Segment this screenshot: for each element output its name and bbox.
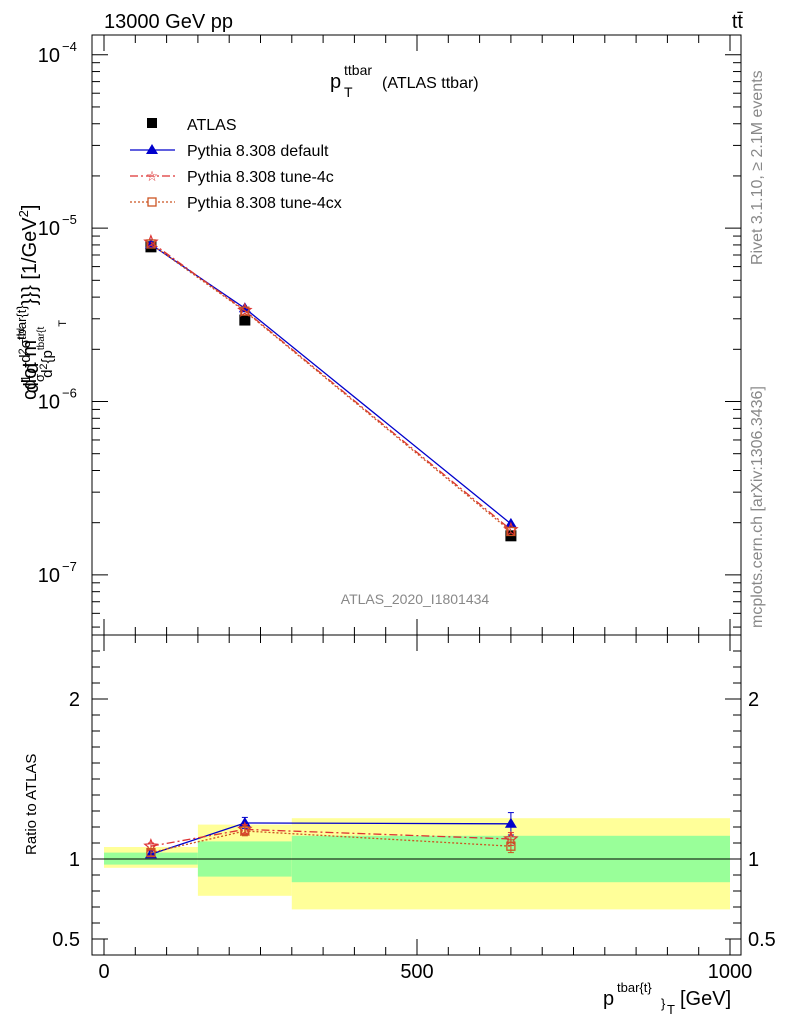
ratio-uncertainty-bands xyxy=(104,818,730,910)
svg-text:tbar{t}: tbar{t} xyxy=(617,980,652,995)
ratio-y-tick-label-right: 2 xyxy=(748,689,759,711)
header-process: 13000 GeV pp xyxy=(104,11,233,33)
x-tick-label: 500 xyxy=(400,961,433,983)
ratio-point-0-2 xyxy=(504,817,517,828)
main-series-line-2 xyxy=(150,241,512,531)
ratio-panel: 0.5 0.5 1 1 2 2 0 500 1000 xyxy=(52,635,776,983)
main-y-tick-exponent: −6 xyxy=(62,386,77,401)
svg-text:}: } xyxy=(661,996,666,1011)
ratio-y-tick-label-right: 0.5 xyxy=(748,929,776,951)
main-y-tick-exponent: −5 xyxy=(62,212,77,227)
ratio-y-tick-label: 0.5 xyxy=(52,929,80,951)
analysis-id-watermark: ATLAS_2020_I1801434 xyxy=(341,591,490,607)
rivet-version-label: Rivet 3.1.10, ≥ 2.1M events xyxy=(749,70,766,265)
plot-title: p ttbar T (ATLAS ttbar) xyxy=(330,62,479,100)
ratio-y-axis-label: Ratio to ATLAS xyxy=(23,754,40,855)
legend-item-pythia-tune-4cx: Pythia 8.308 tune-4cx xyxy=(130,195,342,212)
main-y-tick-label: 10 xyxy=(38,565,60,587)
main-y-axis-label: d1σdd2σttdd2{ptbar{tTcdot mtbar{t}}}} [1… xyxy=(14,205,69,400)
svg-text:Pythia 8.308 default: Pythia 8.308 default xyxy=(187,143,329,160)
main-point-3-2 xyxy=(506,526,516,537)
main-point-3-1 xyxy=(240,306,250,316)
legend: ATLAS Pythia 8.308 default ☆ Pythia 8.30… xyxy=(130,117,342,212)
main-y-tick-label: 10 xyxy=(38,218,60,240)
main-point-3-0 xyxy=(146,239,156,249)
main-y-tick-exponent: −7 xyxy=(62,559,77,574)
x-axis-label: p tbar{t} } T [GeV] xyxy=(603,980,731,1017)
ratio-y-tick-label-right: 1 xyxy=(748,849,759,871)
main-point-0-1 xyxy=(239,314,251,326)
svg-text:ATLAS: ATLAS xyxy=(187,117,237,134)
svg-text:[GeV]: [GeV] xyxy=(680,988,731,1010)
svg-text:p: p xyxy=(603,988,614,1010)
main-series-line-1 xyxy=(150,243,512,525)
x-tick-label: 1000 xyxy=(708,961,753,983)
ratio-frame xyxy=(91,634,742,956)
svg-text:p: p xyxy=(330,71,341,93)
main-panel: 10−410−510−610−7 xyxy=(38,35,741,635)
main-point-2-2 xyxy=(503,521,519,537)
legend-item-atlas: ATLAS xyxy=(147,117,237,134)
svg-text:Pythia 8.308 tune-4cx: Pythia 8.308 tune-4cx xyxy=(187,195,342,212)
main-series-line-3 xyxy=(150,243,512,532)
legend-item-pythia-tune-4c: ☆ Pythia 8.308 tune-4c xyxy=(130,169,334,186)
svg-text:d1σdd2σttdd2{ptbar{tTcdot mtba: d1σdd2σttdd2{ptbar{tTcdot mtbar{t}}}} [1… xyxy=(14,205,69,400)
legend-item-pythia-default: Pythia 8.308 default xyxy=(130,143,329,160)
ratio-point-2-1 xyxy=(240,826,250,836)
main-y-tick-exponent: −4 xyxy=(62,39,77,54)
main-y-tick-label: 10 xyxy=(38,392,60,414)
main-y-tick-label: 10 xyxy=(38,45,60,67)
ratio-y-tick-label: 1 xyxy=(69,849,80,871)
svg-text:☆: ☆ xyxy=(146,169,159,185)
ratio-y-tick-label: 2 xyxy=(69,689,80,711)
ratio-point-2-0 xyxy=(146,847,156,858)
x-tick-label: 0 xyxy=(98,961,109,983)
svg-text:ttbar: ttbar xyxy=(344,62,372,78)
svg-text:Pythia 8.308 tune-4c: Pythia 8.308 tune-4c xyxy=(187,169,334,186)
ratio-series-line-1 xyxy=(150,828,511,847)
ratio-point-2-2 xyxy=(506,841,516,851)
series-layer xyxy=(143,234,519,859)
svg-text:T: T xyxy=(667,1002,675,1017)
svg-text:T: T xyxy=(344,84,353,100)
svg-text:(ATLAS ttbar): (ATLAS ttbar) xyxy=(382,75,479,92)
source-label: mcplots.cern.ch [arXiv:1306.3436] xyxy=(749,386,766,628)
header-final-state: tt̄ xyxy=(732,11,744,33)
